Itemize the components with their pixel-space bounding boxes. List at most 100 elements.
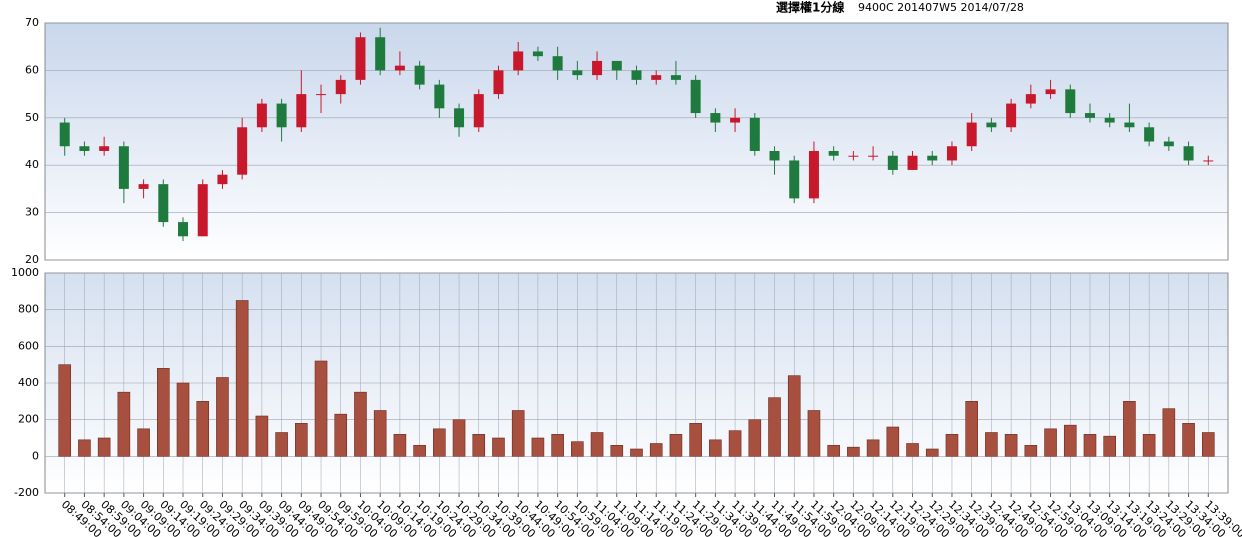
candle-body bbox=[414, 65, 425, 85]
volume-bar bbox=[354, 391, 367, 457]
volume-bar bbox=[1103, 435, 1116, 457]
volume-bar bbox=[117, 391, 131, 457]
volume-bar bbox=[393, 434, 407, 457]
volume-bar bbox=[511, 410, 525, 457]
candle-body bbox=[394, 65, 405, 71]
volume-bar bbox=[235, 300, 249, 457]
y-tick-label: 50 bbox=[25, 111, 39, 124]
volume-bar bbox=[827, 445, 840, 457]
volume-bar bbox=[590, 432, 604, 457]
y-tick-label: 1000 bbox=[11, 266, 39, 279]
candle-body bbox=[1006, 103, 1017, 128]
volume-bar bbox=[945, 434, 959, 457]
volume-bar bbox=[787, 375, 801, 457]
volume-bar bbox=[157, 368, 170, 457]
candle-body bbox=[631, 70, 642, 80]
candle-body bbox=[769, 150, 780, 161]
volume-bar bbox=[1063, 424, 1077, 457]
volume-bar bbox=[1024, 445, 1038, 457]
volume-bar bbox=[58, 364, 72, 457]
volume-bar bbox=[1162, 408, 1176, 457]
volume-bar bbox=[985, 432, 998, 457]
y-tick-label: 40 bbox=[25, 158, 39, 171]
candle-body bbox=[887, 155, 898, 170]
volume-bar bbox=[373, 410, 387, 457]
y-tick-label: 0 bbox=[32, 449, 39, 462]
candle-body bbox=[1104, 117, 1115, 123]
candle-body bbox=[335, 79, 346, 95]
candle-body bbox=[256, 103, 267, 128]
volume-bar bbox=[630, 448, 643, 457]
candle-body bbox=[99, 146, 110, 151]
candle-body bbox=[927, 155, 938, 161]
volume-bar bbox=[906, 443, 919, 457]
price-plot-area bbox=[44, 22, 1229, 261]
candle-body bbox=[434, 84, 445, 109]
volume-bar bbox=[196, 401, 210, 457]
volume-bar bbox=[1201, 432, 1215, 457]
candle-body bbox=[158, 184, 169, 223]
candle-body bbox=[1203, 160, 1214, 162]
volume-bar bbox=[97, 437, 111, 457]
candle-body bbox=[946, 146, 957, 161]
volume-bar bbox=[413, 445, 426, 457]
volume-bar bbox=[866, 439, 880, 457]
candle-body bbox=[572, 70, 583, 76]
volume-bar bbox=[216, 377, 229, 457]
volume-bar bbox=[452, 419, 466, 457]
volume-bar bbox=[768, 397, 781, 457]
candle-body bbox=[848, 155, 859, 157]
volume-bar bbox=[1083, 434, 1097, 457]
candle-body bbox=[868, 155, 879, 157]
y-tick-label: 400 bbox=[18, 376, 39, 389]
volume-bar bbox=[334, 413, 348, 457]
candle-body bbox=[532, 51, 543, 57]
volume-bar bbox=[649, 443, 663, 457]
candle-body bbox=[690, 79, 701, 114]
y-tick-label: 20 bbox=[25, 253, 39, 266]
candle-body bbox=[1025, 94, 1036, 104]
candle-body bbox=[375, 37, 386, 71]
candle-body bbox=[1045, 89, 1056, 95]
candle-body bbox=[986, 122, 997, 128]
candle-body bbox=[730, 117, 741, 123]
volume-bar bbox=[314, 360, 328, 457]
volume-bar bbox=[255, 415, 269, 457]
candle-body bbox=[1084, 113, 1095, 118]
volume-bar bbox=[610, 445, 624, 457]
candle-body bbox=[296, 94, 307, 128]
chart-title: 選擇權1分線 bbox=[776, 0, 844, 15]
volume-bar bbox=[295, 423, 308, 457]
candle-body bbox=[59, 122, 70, 147]
volume-bar bbox=[1182, 423, 1195, 457]
volume-bar bbox=[531, 437, 545, 457]
candle-body bbox=[138, 184, 149, 189]
y-tick-label: 600 bbox=[18, 339, 39, 352]
candle-body bbox=[217, 174, 228, 185]
candle-body bbox=[828, 150, 839, 156]
volume-bar bbox=[137, 428, 150, 457]
y-tick-label: 200 bbox=[18, 413, 39, 426]
volume-bar bbox=[847, 446, 860, 457]
volume-bar bbox=[492, 437, 505, 457]
candle-body bbox=[592, 60, 603, 76]
candle-body bbox=[79, 146, 90, 151]
volume-bar bbox=[1044, 428, 1057, 457]
volume-bar bbox=[571, 441, 584, 457]
candle-body bbox=[1144, 127, 1155, 142]
volume-bar bbox=[433, 428, 446, 457]
candle-body bbox=[118, 146, 129, 189]
volume-bar bbox=[807, 410, 821, 457]
y-tick-label: 30 bbox=[25, 206, 39, 219]
candle-body bbox=[454, 108, 465, 128]
candle-body bbox=[178, 222, 189, 237]
candle-body bbox=[670, 75, 681, 80]
volume-bar bbox=[965, 401, 978, 457]
candle-body bbox=[197, 184, 208, 237]
candle-body bbox=[237, 127, 248, 175]
y-tick-label: -200 bbox=[14, 486, 39, 499]
chart-subtitle: 9400C 201407W5 2014/07/28 bbox=[858, 1, 1024, 14]
candle-body bbox=[1163, 141, 1174, 147]
candle-body bbox=[552, 56, 563, 71]
